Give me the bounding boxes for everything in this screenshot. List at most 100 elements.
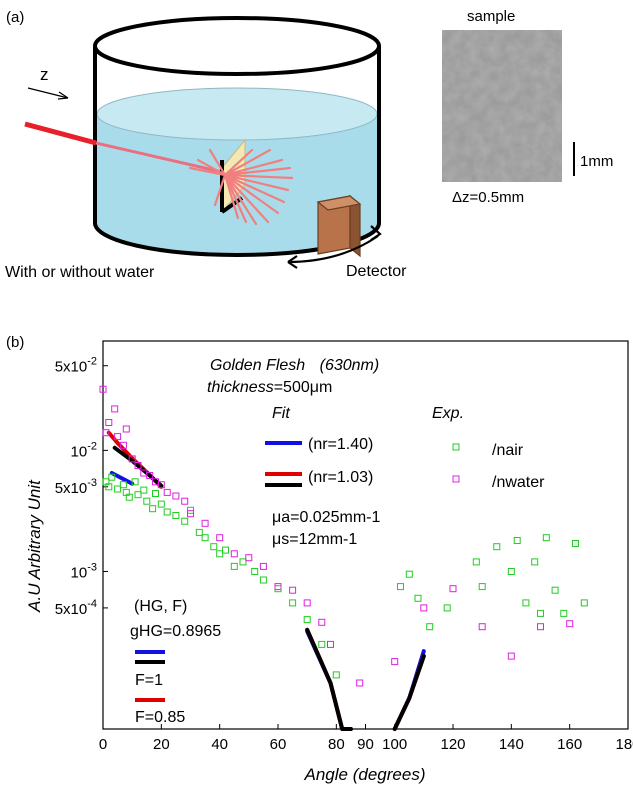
data-point (478, 583, 486, 591)
legend-fit-red-label: (nr=1.03) (308, 469, 373, 486)
legend-exp-water-label: /nwater (492, 474, 545, 491)
data-point (216, 534, 224, 542)
data-point (414, 594, 422, 602)
y-tick-label: 5x10-2 (55, 356, 97, 376)
chart-title: Golden Flesh (630nm) (210, 357, 379, 374)
data-point (551, 586, 559, 594)
data-point (274, 583, 282, 591)
data-point (122, 425, 130, 433)
data-point (222, 546, 229, 554)
exp-heading: Exp. (432, 405, 464, 422)
f085-label: F=0.85 (135, 709, 185, 726)
f1-label: F=1 (135, 672, 163, 689)
data-point (420, 604, 428, 612)
data-point (99, 385, 107, 393)
data-point (274, 585, 282, 593)
data-point (572, 540, 579, 547)
data-point (105, 483, 113, 491)
y-tick-label: 5x10-3 (55, 477, 97, 497)
data-point (114, 433, 122, 441)
data-point (216, 550, 224, 558)
data-point (108, 473, 116, 481)
data-point (187, 510, 194, 518)
data-point (513, 537, 521, 544)
x-tick-label: 0 (99, 736, 107, 753)
data-point (318, 640, 326, 648)
data-point (566, 620, 574, 628)
data-point (230, 550, 238, 558)
data-point (119, 481, 127, 489)
data-point (111, 405, 119, 413)
data-point (449, 585, 457, 593)
data-point (507, 568, 515, 575)
data-point (181, 497, 189, 505)
y-tick-label: 5x10-4 (55, 598, 97, 618)
data-point (157, 481, 165, 489)
data-point (303, 599, 311, 607)
chart-title-wavelength: (630nm) (320, 357, 380, 374)
data-point (537, 609, 544, 617)
x-axis-label: Angle (degrees) (304, 765, 426, 784)
data-point (251, 568, 259, 575)
thickness-annotation: thickness=500μm (207, 379, 332, 396)
data-point (303, 616, 311, 624)
x-tick-label: 80 (328, 736, 345, 753)
x-axis-ticks: 0 20 40 60 80 90 100 120 140 160 180 (99, 724, 633, 753)
x-tick-label: 20 (153, 736, 170, 753)
data-point (318, 618, 326, 626)
data-point (181, 517, 189, 525)
container-bottom (93, 222, 381, 257)
y-tick-label: 10-2 (71, 440, 97, 460)
data-point (140, 486, 148, 494)
data-point (125, 493, 133, 501)
data-point (289, 586, 297, 594)
data-point (289, 599, 297, 607)
data-point (405, 570, 413, 578)
legend-exp-air-marker (452, 443, 460, 451)
data-point (172, 512, 180, 519)
panel-a: (a) z (5, 8, 613, 281)
mu-s-label: μs=12mm-1 (272, 531, 357, 548)
data-point (102, 429, 110, 437)
panel-b-label: (b) (6, 334, 24, 351)
data-point (134, 491, 142, 499)
data-point (201, 534, 209, 542)
data-point (128, 455, 136, 463)
legend-exp-air-label: /nair (492, 442, 524, 459)
data-point (537, 623, 544, 631)
data-point (259, 576, 267, 584)
y-axis-label: A.U Arbitrary Unit (25, 479, 44, 613)
water-surface (96, 87, 378, 141)
container-rim (93, 16, 381, 76)
water-label: With or without water (5, 264, 155, 281)
data-point (522, 599, 530, 607)
data-point (356, 679, 364, 687)
sample-title: sample (467, 8, 515, 25)
data-point (134, 462, 142, 469)
scattered-rays (188, 148, 294, 226)
data-point (332, 671, 340, 679)
z-arrow-icon (27, 87, 69, 100)
data-point (259, 562, 267, 570)
data-point (157, 500, 165, 508)
panel-b: (b) 0 20 40 60 80 90 100 120 140 160 180 5x10-2 10-… (6, 334, 633, 784)
series-layer (99, 385, 616, 729)
rotation-arrow-icon (287, 225, 382, 269)
data-point (426, 623, 434, 631)
x-tick-label: 100 (382, 736, 407, 753)
data-point (163, 508, 171, 516)
data-point (163, 488, 171, 496)
thickness-value: =500μm (274, 379, 333, 396)
delta-z-label: Δz=0.5mm (452, 189, 524, 206)
data-point (230, 562, 238, 570)
x-tick-label: 90 (357, 736, 374, 753)
data-point (580, 599, 588, 607)
data-point (201, 519, 209, 527)
data-point (114, 485, 122, 493)
data-point (327, 640, 334, 648)
hg-heading: (HG, F) (134, 598, 187, 615)
sample-holder-base (220, 196, 244, 214)
detector-label: Detector (346, 263, 407, 280)
data-point (472, 558, 480, 566)
data-point (397, 583, 404, 591)
